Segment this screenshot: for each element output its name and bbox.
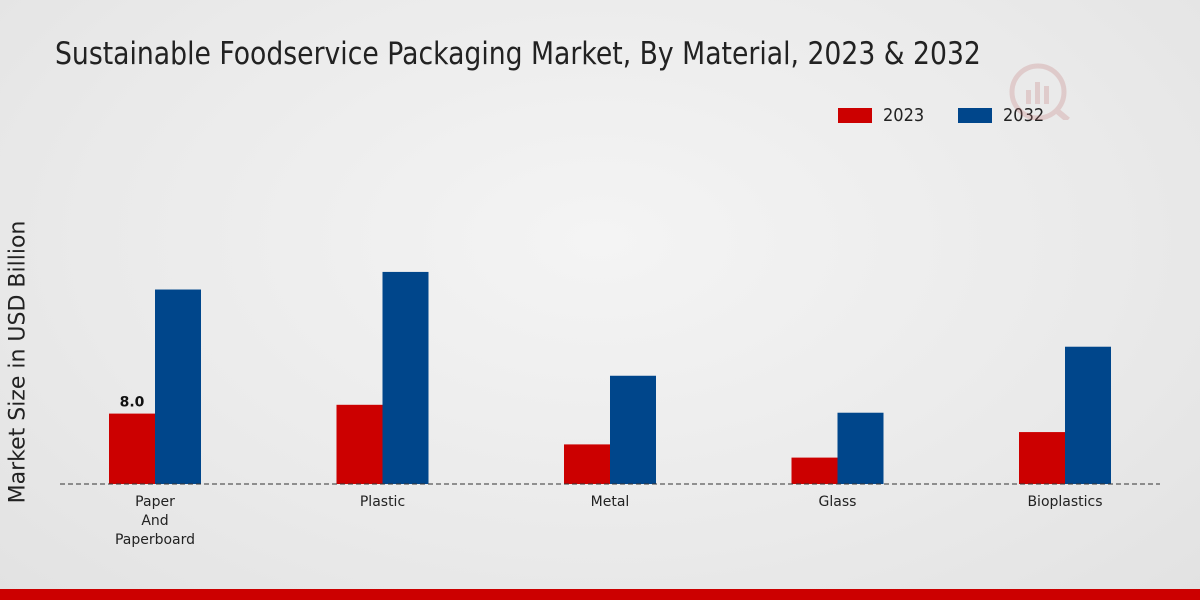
bar-2032-3 xyxy=(837,412,884,484)
x-tick-label-4: Bioplastics xyxy=(1027,494,1102,510)
x-tick-label-0: Paper And Paperboard xyxy=(115,494,195,548)
legend-item-2032: 2032 xyxy=(958,104,1049,126)
x-tick-label-3: Glass xyxy=(819,494,857,510)
x-tick-label-2: Metal xyxy=(591,494,630,510)
bar-2032-1 xyxy=(382,271,429,484)
x-tick-label-line: Metal xyxy=(591,494,630,510)
legend-label-2032: 2032 xyxy=(1003,104,1045,126)
bar-2023-3 xyxy=(791,457,838,484)
bar-2023-2 xyxy=(564,444,610,484)
bar-2023-0 xyxy=(109,413,155,484)
x-tick-label-line: Paper xyxy=(135,494,175,510)
x-tick-label-line: Glass xyxy=(819,494,857,510)
x-tick-labels: Paper And Paperboard Plastic Metal Glass Biopl… xyxy=(115,494,1103,548)
bar-2032-2 xyxy=(610,375,656,484)
legend-swatch-2032 xyxy=(958,107,992,123)
bottom-accent-bar xyxy=(0,589,1200,600)
bar-2032-4 xyxy=(1065,346,1111,484)
data-labels: 8.0 xyxy=(120,395,145,411)
legend-swatch-2023 xyxy=(838,107,872,123)
chart-title: Sustainable Foodservice Packaging Market… xyxy=(55,36,981,72)
bar-2023-4 xyxy=(1019,432,1065,484)
x-tick-label-line: Paperboard xyxy=(115,532,195,548)
x-tick-label-line: Bioplastics xyxy=(1027,494,1102,510)
x-tick-label-1: Plastic xyxy=(360,494,405,510)
legend-item-2023: 2023 xyxy=(838,104,929,126)
bar-2023-1 xyxy=(336,404,383,484)
bar-2032-0 xyxy=(155,289,201,484)
legend-label-2023: 2023 xyxy=(883,104,925,126)
x-tick-label-line: Plastic xyxy=(360,494,405,510)
data-label-0: 8.0 xyxy=(120,395,145,411)
x-tick-label-line: And xyxy=(141,513,168,529)
bars-group xyxy=(109,271,1111,484)
watermark-logo-icon xyxy=(1009,63,1070,120)
